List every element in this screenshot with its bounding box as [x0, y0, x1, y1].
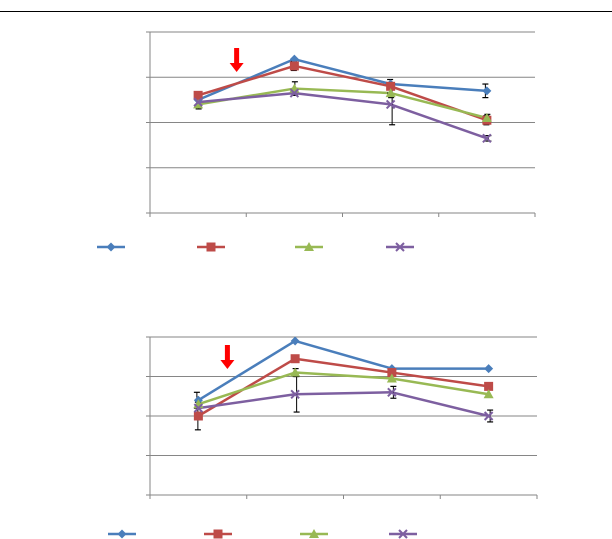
chart-2-series-4-errorbar-4	[487, 409, 494, 423]
chart-2-series-3-point-4	[483, 389, 494, 399]
chart-1-series-1-point-4-shape	[482, 86, 492, 96]
chart-2-series-4-errorbar-3	[390, 385, 397, 399]
chart-2-series-4-point-1	[193, 403, 204, 413]
chart-1-series-3-point-3	[385, 88, 396, 98]
chart-1-series-1-point-4	[482, 86, 492, 96]
chart-2-series-3-point-3	[386, 373, 397, 383]
chart-2-series-4-point-2-shape-b	[290, 389, 300, 399]
legend-marker-shape-b	[398, 529, 408, 539]
legend-marker	[395, 242, 405, 252]
legend-marker-shape	[309, 529, 319, 538]
chart-1-arrow-annotation	[229, 48, 244, 72]
legend-marker-shape	[213, 529, 223, 539]
chart-1-legend-entry-1	[97, 242, 125, 252]
chart-1-series-4-point-3-shape-b	[385, 99, 396, 110]
chart-1-series-3-point-1-shape	[193, 99, 204, 109]
chart-1-series-1-point-2-shape	[289, 54, 299, 64]
chart-2-series-2-point-3	[387, 368, 397, 378]
chart-2-series-2-point-4-shape	[484, 381, 494, 391]
chart-2-series-1-point-2-shape	[290, 336, 300, 346]
chart-1-legend-entry-2	[197, 242, 225, 252]
chart-1-series-4-point-3	[385, 99, 396, 110]
chart-2-legend-entry-2	[204, 529, 232, 539]
legend-marker	[398, 529, 408, 539]
chart-1-series-2-point-2-shape	[289, 61, 299, 71]
chart-1-series-2-point-1	[193, 90, 203, 100]
chart-2-series-2-point-3-shape	[387, 368, 397, 378]
chart-2-series-3-point-4-shape	[483, 389, 494, 399]
legend-marker	[106, 242, 116, 252]
chart-2-series-3-point-3-shape	[386, 373, 397, 383]
chart-2-series-1-line	[197, 339, 489, 402]
chart-2-series-2-point-4	[484, 381, 494, 391]
chart-2-series-3-line	[197, 371, 489, 406]
chart-2-series-2-point-1-shape	[193, 411, 203, 421]
legend-marker	[213, 529, 223, 539]
chart-2-series-1-point-2	[290, 336, 300, 346]
chart-2-series-3-point-2-shape	[290, 367, 301, 377]
legend-marker-shape-b	[395, 242, 405, 252]
chart-1-series-3-point-1	[193, 99, 204, 109]
chart-1-series-2-point-2	[289, 61, 299, 71]
chart-1-series-3-line	[197, 87, 488, 120]
legend-marker-shape	[117, 529, 127, 539]
chart-2-legend-entry-1	[108, 529, 136, 539]
chart-2-series-3-point-2	[290, 367, 301, 377]
chart-1	[97, 31, 536, 252]
chart-1-legend-entry-4	[386, 242, 414, 252]
chart-2-series-1-point-4-shape	[484, 364, 494, 374]
chart-2	[108, 336, 538, 539]
chart-1-series-2-point-3	[386, 81, 396, 91]
legend-marker	[309, 529, 319, 538]
chart-1-series-4-point-4	[482, 133, 492, 144]
legend-marker	[304, 242, 314, 251]
chart-1-series-1-point-2	[289, 54, 299, 64]
chart-2-series-4-point-3-shape-b	[387, 387, 397, 398]
chart-1-series-4-point-2	[289, 88, 300, 98]
chart-1-series-4-point-4-shape-b	[482, 133, 492, 144]
chart-1-series-2-line	[197, 64, 488, 122]
chart-1-legend-entry-3	[295, 242, 323, 251]
chart-2-arrow-annotation	[220, 345, 235, 369]
chart-1-series-4-line	[198, 91, 488, 140]
chart-2-series-2-point-1	[193, 411, 203, 421]
chart-2-series-4-point-2	[290, 389, 300, 399]
chart-2-series-2-point-2-shape	[290, 354, 300, 364]
chart-2-series-4-point-1-shape-b	[193, 403, 204, 413]
chart-2-series-1-point-4	[484, 364, 494, 374]
arrow-shaft	[234, 48, 240, 64]
chart-1-series-2-point-1-shape	[193, 90, 203, 100]
chart-2-series-4-point-4-shape-b	[483, 411, 494, 421]
legend-marker	[206, 242, 216, 252]
chart-1-series-3-point-3-shape	[385, 88, 396, 98]
chart-2-legend-entry-3	[300, 529, 328, 538]
chart-2-series-4-point-4	[483, 411, 494, 421]
legend-marker-shape	[206, 242, 216, 252]
chart-2-series-4-line	[198, 391, 489, 418]
chart-1-series-4-point-1-shape-b	[193, 97, 203, 107]
chart-1-series-2-point-3-shape	[386, 81, 396, 91]
top-rule	[0, 11, 612, 12]
chart-2-series-4-point-3	[387, 387, 397, 398]
arrow-head	[229, 63, 244, 72]
legend-marker-shape	[304, 242, 314, 251]
chart-1-series-3-point-4-shape	[481, 112, 492, 122]
chart-2-legend-entry-4	[389, 529, 417, 539]
chart-1-series-4-point-1	[193, 97, 203, 107]
arrow-shaft	[224, 345, 230, 361]
chart-1-series-3-point-4	[481, 112, 492, 122]
chart-1-series-4-point-2-shape-b	[289, 88, 300, 98]
chart-2-series-2-point-2	[290, 354, 300, 364]
arrow-head	[220, 360, 235, 369]
legend-marker	[117, 529, 127, 539]
legend-marker-shape	[106, 242, 116, 252]
